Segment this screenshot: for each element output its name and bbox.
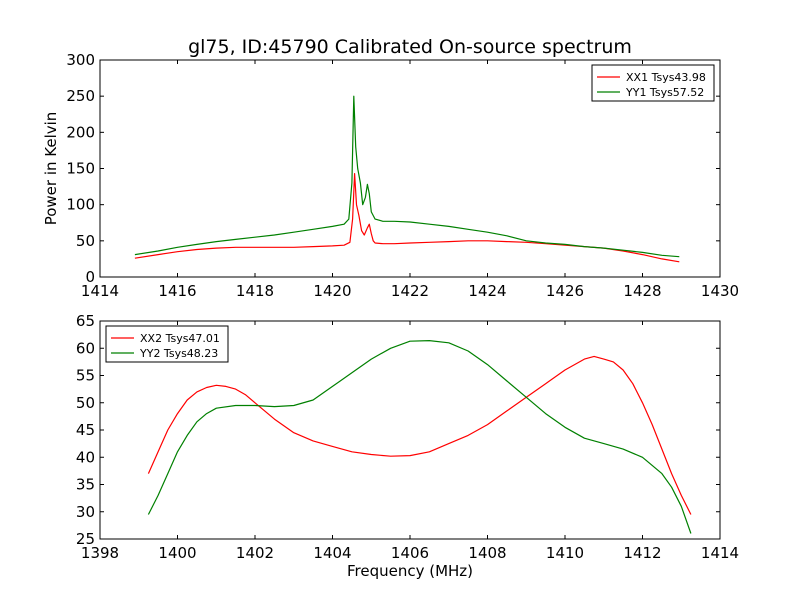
y-tick-label: 200 [66,123,95,141]
x-tick-label: 1422 [391,282,429,300]
legend-entry-label: YY1 Tsys57.52 [625,86,704,99]
x-tick-label: 1410 [546,544,584,562]
y-tick-label: 65 [76,312,95,330]
x-tick-label: 1414 [81,282,119,300]
y-tick-label: 150 [66,160,95,178]
x-tick-label: 1406 [391,544,429,562]
y-tick-label: 35 [76,476,95,494]
chart-title: gl75, ID:45790 Calibrated On-source spec… [188,36,632,58]
series-line-2 [147,340,692,534]
x-tick-label: 1426 [546,282,584,300]
x-tick-label: 1398 [81,544,119,562]
y-tick-label: 100 [66,196,95,214]
y-tick-label: 45 [76,421,95,439]
y-axis-label: Power in Kelvin [42,112,60,226]
series-line-1 [147,355,692,515]
y-tick-label: 60 [76,339,95,357]
x-tick-label: 1430 [701,282,739,300]
x-tick-label: 1418 [236,282,274,300]
legend: XX1 Tsys43.98 YY1 Tsys57.52 [591,64,715,102]
series-line-2 [134,95,680,258]
y-tick-label: 50 [76,394,95,412]
y-tick-label: 250 [66,87,95,105]
x-tick-label: 1404 [313,544,351,562]
x-tick-label: 1402 [236,544,274,562]
legend-entry-label: YY2 Tsys48.23 [139,347,218,360]
legend-entry-label: XX2 Tsys47.01 [140,332,220,345]
x-tick-label: 1400 [158,544,196,562]
x-tick-label: 1408 [468,544,506,562]
x-tick-label: 1424 [468,282,506,300]
series-line-1 [134,173,680,263]
x-axis-label: Frequency (MHz) [347,562,473,580]
legend-entry-label: XX1 Tsys43.98 [626,71,706,84]
x-tick-label: 1416 [158,282,196,300]
y-tick-label: 300 [66,51,95,69]
y-tick-label: 0 [85,268,95,286]
legend: XX2 Tsys47.01 YY2 Tsys48.23 [105,325,229,363]
x-tick-label: 1412 [623,544,661,562]
y-tick-label: 30 [76,503,95,521]
legend-box [105,325,229,363]
legend-box [591,64,715,102]
y-tick-label: 25 [76,530,95,548]
y-tick-label: 40 [76,448,95,466]
x-tick-label: 1420 [313,282,351,300]
y-tick-label: 50 [76,232,95,250]
x-tick-label: 1414 [701,544,739,562]
x-tick-label: 1428 [623,282,661,300]
y-tick-label: 55 [76,367,95,385]
top-spectrum-panel: 1414 1416 1418 1420 1422 1424 1426 1428 1430 0 50 1… [42,51,739,300]
bottom-spectrum-panel: 1398 1400 1402 1404 1406 1408 1410 1412 1414 25 30… [76,312,739,580]
